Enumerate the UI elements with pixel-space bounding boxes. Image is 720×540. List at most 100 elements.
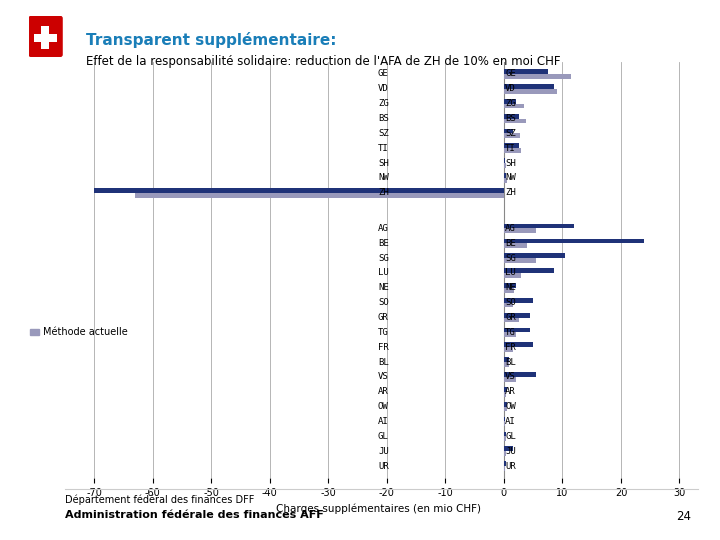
Bar xyxy=(504,387,507,392)
Text: VD: VD xyxy=(505,84,516,93)
Text: BE: BE xyxy=(378,239,389,248)
Bar xyxy=(504,332,516,337)
Text: GR: GR xyxy=(378,313,389,322)
Text: BL: BL xyxy=(378,357,389,367)
Bar xyxy=(504,244,527,248)
Legend: Méthode actuelle: Méthode actuelle xyxy=(26,323,132,341)
Text: SO: SO xyxy=(378,298,389,307)
Text: NE: NE xyxy=(505,284,516,292)
Text: UR: UR xyxy=(505,462,516,470)
Bar xyxy=(504,402,507,407)
Bar xyxy=(504,318,518,322)
Bar xyxy=(504,89,557,93)
Text: FR: FR xyxy=(505,343,516,352)
Text: GE: GE xyxy=(505,70,516,78)
Text: OW: OW xyxy=(378,402,389,411)
Text: UR: UR xyxy=(378,462,389,470)
Text: Département fédéral des finances DFF: Département fédéral des finances DFF xyxy=(65,494,254,504)
Text: 24: 24 xyxy=(676,510,691,523)
Text: SH: SH xyxy=(378,159,389,167)
Text: BS: BS xyxy=(505,114,516,123)
Text: TG: TG xyxy=(505,328,516,337)
Text: NW: NW xyxy=(378,173,389,183)
Text: AG: AG xyxy=(378,224,389,233)
Bar xyxy=(504,362,508,367)
Bar xyxy=(504,239,644,243)
Text: ZG: ZG xyxy=(378,99,389,108)
Bar xyxy=(504,163,505,168)
Text: NE: NE xyxy=(378,284,389,292)
Text: Effet de la responsabilité solidaire: reduction de l'AFA de ZH de 10% en moi CHF: Effet de la responsabilité solidaire: re… xyxy=(86,55,561,68)
Bar xyxy=(504,253,565,258)
Bar xyxy=(504,447,513,451)
Bar xyxy=(504,313,530,318)
Text: OW: OW xyxy=(505,402,516,411)
Text: BL: BL xyxy=(505,357,516,367)
Text: ZH: ZH xyxy=(505,188,516,197)
Bar xyxy=(504,173,505,178)
Text: VS: VS xyxy=(378,373,389,381)
Text: AG: AG xyxy=(505,224,516,233)
Text: SH: SH xyxy=(505,159,516,167)
Bar xyxy=(504,148,521,153)
Bar xyxy=(504,407,507,411)
Bar xyxy=(504,431,505,436)
Text: TG: TG xyxy=(378,328,389,337)
Bar xyxy=(504,119,526,123)
Bar xyxy=(504,224,574,228)
Bar xyxy=(94,188,504,193)
Bar xyxy=(504,328,530,333)
Bar xyxy=(504,133,521,138)
Text: TI: TI xyxy=(505,144,516,153)
Bar xyxy=(504,84,554,89)
Text: SZ: SZ xyxy=(378,129,389,138)
Bar xyxy=(504,104,524,109)
Bar xyxy=(504,466,505,471)
Bar xyxy=(504,283,516,288)
Bar xyxy=(504,461,505,466)
Bar xyxy=(35,33,58,42)
Text: FR: FR xyxy=(378,343,389,352)
Text: SG: SG xyxy=(378,254,389,262)
Text: SG: SG xyxy=(505,254,516,262)
Bar xyxy=(504,342,533,347)
Text: Administration fédérale des finances AFF: Administration fédérale des finances AFF xyxy=(65,510,323,521)
Bar xyxy=(504,114,518,119)
Text: AI: AI xyxy=(505,417,516,426)
Bar xyxy=(42,26,50,50)
Text: VD: VD xyxy=(378,84,389,93)
Text: AI: AI xyxy=(378,417,389,426)
Bar xyxy=(504,372,536,377)
Bar xyxy=(504,258,536,263)
Bar xyxy=(504,392,505,396)
Bar xyxy=(504,178,507,183)
Text: JU: JU xyxy=(378,447,389,456)
FancyBboxPatch shape xyxy=(30,17,62,56)
Text: ZG: ZG xyxy=(505,99,516,108)
Bar xyxy=(504,69,548,74)
Bar xyxy=(504,357,508,362)
Text: Transparent supplémentaire:: Transparent supplémentaire: xyxy=(86,32,337,49)
Bar xyxy=(504,436,505,441)
Text: NW: NW xyxy=(505,173,516,183)
Bar xyxy=(504,268,554,273)
Bar xyxy=(504,451,505,456)
Bar xyxy=(504,377,516,382)
Bar xyxy=(135,193,504,198)
Bar xyxy=(504,99,516,104)
Bar xyxy=(504,129,513,133)
Bar xyxy=(504,144,518,149)
X-axis label: Charges supplémentaires (en mio CHF): Charges supplémentaires (en mio CHF) xyxy=(276,503,480,514)
Bar xyxy=(504,417,505,422)
Text: BS: BS xyxy=(378,114,389,123)
Text: SO: SO xyxy=(505,298,516,307)
Bar xyxy=(504,288,514,293)
Text: GR: GR xyxy=(505,313,516,322)
Bar xyxy=(504,273,521,278)
Bar xyxy=(504,74,571,79)
Text: GE: GE xyxy=(378,70,389,78)
Bar xyxy=(504,228,536,233)
Bar xyxy=(504,302,513,307)
Text: LU: LU xyxy=(505,268,516,278)
Text: ZH: ZH xyxy=(378,188,389,197)
